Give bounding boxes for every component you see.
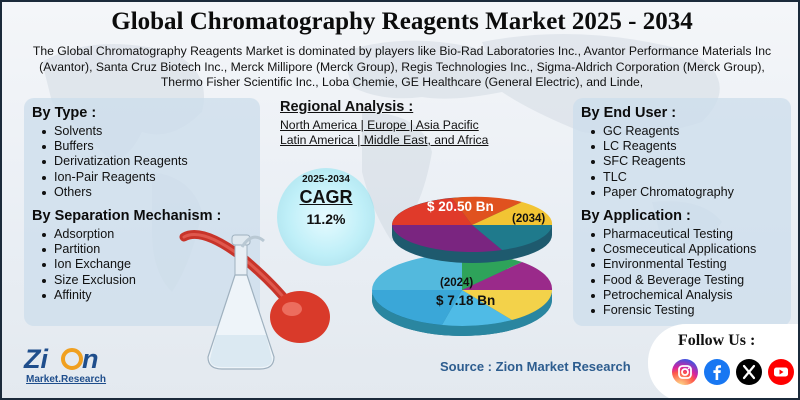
x-icon[interactable] (736, 359, 762, 385)
x-glyph (742, 364, 756, 380)
pie-label-2024: (2024) (440, 277, 474, 289)
page-title: Global Chromatography Reagents Market 20… (111, 8, 693, 35)
list-item: Adsorption (32, 227, 221, 242)
cagr-years: 2025-2034 (302, 174, 350, 185)
list-item: Petrochemical Analysis (581, 288, 756, 303)
list-item: Size Exclusion (32, 273, 221, 288)
list-item: Derivatization Reagents (32, 154, 188, 169)
list-item: Ion-Pair Reagents (32, 170, 188, 185)
list-item: Environmental Testing (581, 257, 756, 272)
facebook-glyph (713, 365, 721, 380)
facebook-icon[interactable] (704, 359, 730, 385)
list-item: Affinity (32, 288, 221, 303)
by-separation-section: By Separation Mechanism : Adsorption Par… (32, 208, 221, 303)
regional-analysis: Regional Analysis : North America | Euro… (280, 99, 530, 148)
by-type-heading: By Type : (32, 105, 97, 121)
lab-flask-illustration (179, 230, 330, 370)
list-item: SFC Reagents (581, 154, 734, 169)
zion-logo[interactable]: Zi n Market.Research (22, 340, 132, 390)
list-item: Pharmaceutical Testing (581, 227, 756, 242)
follow-us-box: Follow Us : (648, 324, 798, 398)
list-item: Paper Chromatography (581, 185, 734, 200)
list-item: Ion Exchange (32, 257, 221, 272)
list-item: Partition (32, 242, 221, 257)
by-type-list: Solvents Buffers Derivatization Reagents… (32, 124, 188, 200)
right-segment-panel: By End User : GC Reagents LC Reagents SF… (573, 98, 791, 326)
regional-line-1: North America | Europe | Asia Pacific (280, 118, 479, 132)
list-item: GC Reagents (581, 124, 734, 139)
list-item: Food & Beverage Testing (581, 273, 756, 288)
pie-value-2024: $ 7.18 Bn (436, 293, 496, 308)
by-application-section: By Application : Pharmaceutical Testing … (581, 208, 756, 318)
list-item: Solvents (32, 124, 188, 139)
list-item: LC Reagents (581, 139, 734, 154)
cagr-badge: 2025-2034 CAGR 11.2% (277, 168, 375, 266)
instagram-glyph (678, 365, 692, 379)
zion-logo-mark: Zi n Market.Research (23, 344, 106, 385)
follow-us-label: Follow Us : (678, 332, 756, 349)
list-item: Forensic Testing (581, 303, 756, 318)
svg-text:n: n (82, 344, 99, 374)
svg-text:Zi: Zi (23, 344, 48, 374)
cagr-value: 11.2% (306, 211, 346, 227)
intro-text: The Global Chromatography Reagents Marke… (32, 44, 772, 89)
by-end-user-list: GC Reagents LC Reagents SFC Reagents TLC… (581, 124, 734, 200)
cagr-label: CAGR (299, 187, 353, 207)
pie-label-2034: (2034) (512, 213, 546, 225)
regional-line-2: Latin America | Middle East, and Africa (280, 133, 489, 147)
by-end-user-section: By End User : GC Reagents LC Reagents SF… (581, 105, 734, 200)
list-item: Buffers (32, 139, 188, 154)
by-application-heading: By Application : (581, 208, 691, 224)
youtube-icon[interactable] (768, 359, 794, 385)
pie-chart-illustration (372, 196, 553, 336)
by-application-list: Pharmaceutical Testing Cosmeceutical App… (581, 227, 756, 318)
svg-text:Market.Research: Market.Research (26, 374, 106, 385)
youtube-glyph (774, 367, 788, 377)
by-end-user-heading: By End User : (581, 105, 677, 121)
instagram-icon[interactable] (672, 359, 698, 385)
list-item: Cosmeceutical Applications (581, 242, 756, 257)
by-separation-heading: By Separation Mechanism : (32, 208, 222, 224)
regional-heading: Regional Analysis : (280, 99, 414, 115)
by-separation-list: Adsorption Partition Ion Exchange Size E… (32, 227, 221, 303)
left-segment-panel: By Type : Solvents Buffers Derivatizatio… (24, 98, 260, 326)
list-item: Others (32, 185, 188, 200)
source-credit: Source : Zion Market Research (440, 359, 631, 374)
list-item: TLC (581, 170, 734, 185)
pie-value-2034: $ 20.50 Bn (427, 199, 494, 214)
by-type-section: By Type : Solvents Buffers Derivatizatio… (32, 105, 188, 200)
